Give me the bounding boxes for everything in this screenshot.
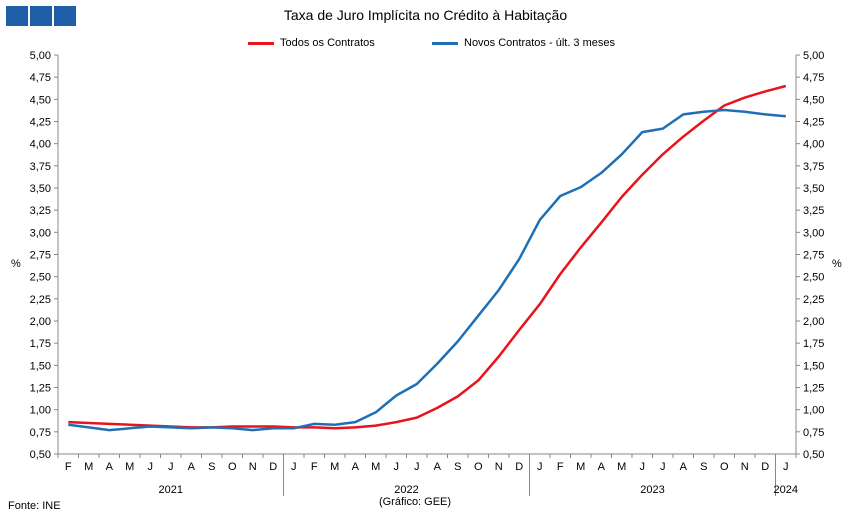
legend-item-novos: Novos Contratos - últ. 3 meses <box>432 37 615 49</box>
y-tick-label-left: 0,75 <box>30 427 51 439</box>
x-tick-label-month: S <box>700 461 707 473</box>
x-tick-label-month: A <box>188 461 196 473</box>
y-tick-label-left: 3,50 <box>30 183 51 195</box>
x-tick-label-month: F <box>65 461 72 473</box>
y-tick-label-right: 4,50 <box>803 94 824 106</box>
y-tick-label-right: 0,75 <box>803 427 824 439</box>
y-axis-label-left: % <box>11 258 21 270</box>
y-tick-label-left: 1,25 <box>30 383 51 395</box>
x-tick-label-month: J <box>168 461 174 473</box>
x-tick-label-month: S <box>208 461 215 473</box>
y-tick-label-left: 2,50 <box>30 272 51 284</box>
legend-swatch-todos <box>248 41 274 45</box>
x-tick-label-month: D <box>269 461 277 473</box>
x-tick-label-month: O <box>228 461 237 473</box>
x-tick-label-month: M <box>330 461 339 473</box>
x-tick-label-month: A <box>106 461 114 473</box>
x-tick-label-month: J <box>660 461 666 473</box>
x-tick-label-year: 2024 <box>774 484 798 496</box>
x-tick-label-month: D <box>515 461 523 473</box>
x-tick-label-month: J <box>537 461 543 473</box>
y-tick-label-right: 1,75 <box>803 338 824 350</box>
y-tick-label-right: 2,50 <box>803 272 824 284</box>
legend-item-todos: Todos os Contratos <box>248 37 375 49</box>
y-tick-label-left: 5,00 <box>30 50 51 62</box>
x-tick-label-month: N <box>495 461 503 473</box>
y-tick-label-left: 3,00 <box>30 227 51 239</box>
x-tick-label-year: 2022 <box>394 484 418 496</box>
series-line-todos-os-contratos <box>68 84 787 430</box>
y-tick-label-left: 4,75 <box>30 72 51 84</box>
y-tick-label-left: 1,50 <box>30 360 51 372</box>
y-tick-label-left: 3,75 <box>30 161 51 173</box>
legend-label-todos: Todos os Contratos <box>280 37 375 49</box>
x-tick-label-month: A <box>434 461 442 473</box>
y-tick-label-left: 0,50 <box>30 449 51 461</box>
y-tick-label-left: 4,50 <box>30 94 51 106</box>
series-line-novos-contratos <box>68 108 786 432</box>
y-tick-label-right: 3,00 <box>803 227 824 239</box>
x-tick-label-month: F <box>557 461 564 473</box>
x-tick-label-month: N <box>741 461 749 473</box>
x-tick-label-month: J <box>640 461 646 473</box>
y-tick-label-left: 1,00 <box>30 405 51 417</box>
y-tick-label-left: 2,00 <box>30 316 51 328</box>
y-tick-label-right: 2,75 <box>803 250 824 262</box>
x-tick-label-month: A <box>352 461 360 473</box>
x-tick-label-month: S <box>454 461 461 473</box>
x-tick-label-month: F <box>311 461 318 473</box>
legend-swatch-novos <box>432 41 458 45</box>
x-tick-label-month: D <box>761 461 769 473</box>
source-text: Fonte: INE <box>8 500 61 512</box>
x-tick-label-month: O <box>474 461 483 473</box>
y-tick-label-right: 4,75 <box>803 72 824 84</box>
y-tick-label-left: 3,25 <box>30 205 51 217</box>
y-tick-label-left: 2,75 <box>30 250 51 262</box>
x-tick-label-month: M <box>125 461 134 473</box>
x-tick-label-month: M <box>371 461 380 473</box>
y-tick-label-right: 5,00 <box>803 50 824 62</box>
chart-note: (Gráfico: GEE) <box>378 496 452 508</box>
y-axis-label-right: % <box>832 258 842 270</box>
x-tick-label-month: M <box>84 461 93 473</box>
y-tick-label-right: 0,50 <box>803 449 824 461</box>
x-tick-label-month: A <box>598 461 606 473</box>
y-tick-label-left: 1,75 <box>30 338 51 350</box>
gee-logo <box>6 6 76 26</box>
x-tick-label-year: 2021 <box>159 484 183 496</box>
y-tick-label-right: 3,75 <box>803 161 824 173</box>
y-tick-label-right: 2,25 <box>803 294 824 306</box>
x-tick-label-month: M <box>617 461 626 473</box>
y-tick-label-right: 4,00 <box>803 139 824 151</box>
y-tick-label-right: 1,50 <box>803 360 824 372</box>
x-tick-label-month: J <box>394 461 400 473</box>
x-tick-label-year: 2023 <box>640 484 664 496</box>
x-tick-label-month: J <box>414 461 420 473</box>
y-tick-label-right: 2,00 <box>803 316 824 328</box>
legend-label-novos: Novos Contratos - últ. 3 meses <box>464 37 616 49</box>
y-tick-label-left: 4,25 <box>30 117 51 129</box>
x-tick-label-month: M <box>576 461 585 473</box>
x-tick-label-month: A <box>680 461 688 473</box>
y-tick-label-right: 1,00 <box>803 405 824 417</box>
y-tick-label-right: 4,25 <box>803 117 824 129</box>
y-tick-label-right: 1,25 <box>803 383 824 395</box>
x-tick-label-month: J <box>291 461 297 473</box>
x-tick-label-month: N <box>249 461 257 473</box>
y-tick-label-right: 3,50 <box>803 183 824 195</box>
y-tick-label-right: 3,25 <box>803 205 824 217</box>
x-tick-label-month: J <box>148 461 154 473</box>
x-tick-label-month: J <box>783 461 789 473</box>
y-tick-label-left: 2,25 <box>30 294 51 306</box>
y-tick-label-left: 4,00 <box>30 139 51 151</box>
chart-title: Taxa de Juro Implícita no Crédito à Habi… <box>283 7 568 23</box>
x-tick-label-month: O <box>720 461 729 473</box>
